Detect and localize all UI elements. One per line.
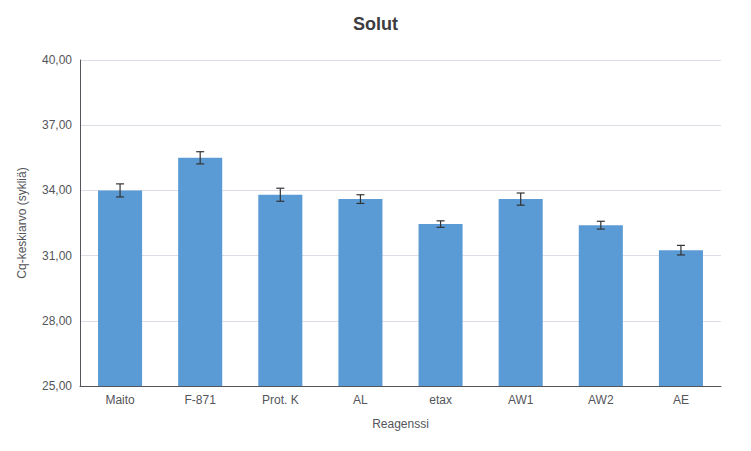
svg-text:31,00: 31,00 — [42, 249, 72, 263]
svg-text:28,00: 28,00 — [42, 314, 72, 328]
svg-text:F-871: F-871 — [185, 393, 217, 407]
svg-text:37,00: 37,00 — [42, 118, 72, 132]
svg-text:etax: etax — [429, 393, 452, 407]
svg-text:AW1: AW1 — [508, 393, 534, 407]
svg-text:AL: AL — [353, 393, 368, 407]
svg-text:Solut: Solut — [353, 14, 398, 34]
svg-text:Maito: Maito — [105, 393, 135, 407]
svg-text:Reagenssi: Reagenssi — [372, 417, 429, 431]
svg-text:25,00: 25,00 — [42, 379, 72, 393]
svg-text:AW2: AW2 — [588, 393, 614, 407]
svg-text:AE: AE — [673, 393, 689, 407]
svg-text:Cq-keskiarvo (sykliä): Cq-keskiarvo (sykliä) — [15, 167, 29, 278]
svg-text:Prot. K: Prot. K — [262, 393, 299, 407]
svg-text:34,00: 34,00 — [42, 183, 72, 197]
svg-text:40,00: 40,00 — [42, 53, 72, 67]
